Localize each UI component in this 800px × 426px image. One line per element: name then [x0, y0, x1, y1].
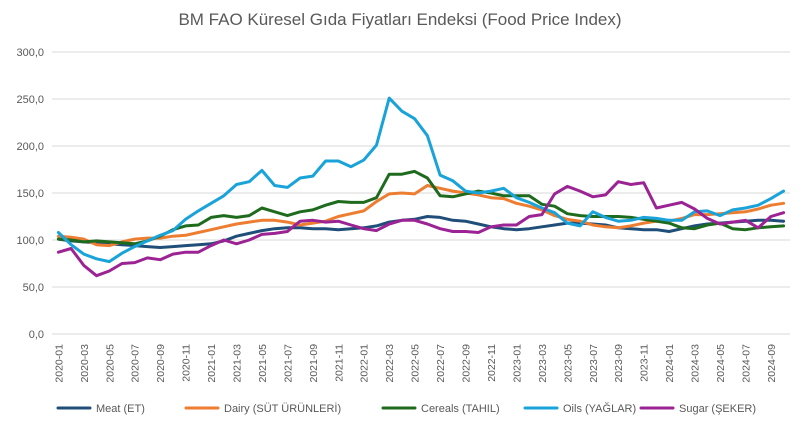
x-tick-label: 2022-11: [486, 344, 498, 382]
x-tick-label: 2024-05: [715, 344, 727, 383]
x-tick-label: 2022-09: [461, 344, 473, 383]
x-tick-label: 2020-07: [130, 344, 142, 383]
x-tick-label: 2021-01: [206, 344, 218, 383]
x-tick-label: 2023-09: [613, 344, 625, 383]
x-tick-label: 2021-09: [308, 344, 320, 383]
x-tick-label: 2021-03: [232, 344, 244, 383]
x-tick-label: 2020-03: [79, 344, 91, 383]
y-tick-label: 150,0: [16, 188, 44, 200]
y-tick-label: 50,0: [23, 282, 44, 294]
series-line-sugar: [56, 180, 786, 278]
x-tick-label: 2024-01: [664, 344, 676, 383]
y-tick-label: 250,0: [16, 94, 44, 106]
legend-label-meat: Meat (ET): [96, 403, 145, 415]
x-tick-label: 2020-11: [181, 344, 193, 382]
y-tick-label: 0,0: [29, 329, 44, 341]
x-tick-label: 2022-05: [410, 344, 422, 383]
legend-label-sugar: Sugar (ŞEKER): [679, 403, 756, 415]
x-tick-label: 2023-11: [639, 344, 651, 382]
x-tick-label: 2021-05: [257, 344, 269, 383]
x-tick-label: 2023-05: [562, 344, 574, 383]
x-tick-label: 2023-01: [511, 344, 523, 383]
legend-label-dairy: Dairy (SÜT ÜRÜNLERİ): [224, 402, 341, 415]
x-tick-label: 2022-07: [435, 344, 447, 383]
x-tick-label: 2024-09: [766, 344, 778, 383]
x-tick-label: 2020-09: [155, 344, 167, 383]
x-tick-label: 2022-01: [359, 344, 371, 383]
y-axis-ticks: 0,0 50,0 100,0 150,0 200,0 250,0 300,0: [16, 47, 44, 341]
legend: Meat (ET) Dairy (SÜT ÜRÜNLERİ) Cereals (TA…: [56, 402, 756, 415]
x-tick-label: 2021-11: [333, 344, 345, 382]
x-tick-label: 2024-07: [741, 344, 753, 383]
series-line-dairy: [56, 184, 786, 248]
x-tick-label: 2022-03: [384, 344, 396, 383]
x-tick-label: 2023-07: [588, 344, 600, 383]
x-tick-label: 2021-07: [282, 344, 294, 383]
grid-lines: [52, 51, 790, 335]
series-lines: [56, 96, 786, 278]
series-line-oils: [56, 96, 786, 264]
y-tick-label: 100,0: [16, 235, 44, 247]
x-tick-label: 2020-05: [104, 344, 116, 383]
series-line-cereals: [56, 169, 786, 246]
y-tick-label: 200,0: [16, 141, 44, 153]
legend-label-cereals: Cereals (TAHIL): [421, 403, 500, 415]
x-axis-ticks: 2020-01 2020-03 2020-05 2020-07 2020-09 2020-…: [53, 344, 778, 383]
y-tick-label: 300,0: [16, 47, 44, 59]
series-line-meat: [56, 215, 786, 249]
x-tick-label: 2020-01: [53, 344, 65, 383]
chart-title: BM FAO Küresel Gıda Fiyatları Endeksi (F…: [178, 10, 621, 29]
x-tick-label: 2024-03: [690, 344, 702, 383]
x-tick-label: 2023-03: [537, 344, 549, 383]
legend-label-oils: Oils (YAĞLAR): [563, 402, 636, 415]
